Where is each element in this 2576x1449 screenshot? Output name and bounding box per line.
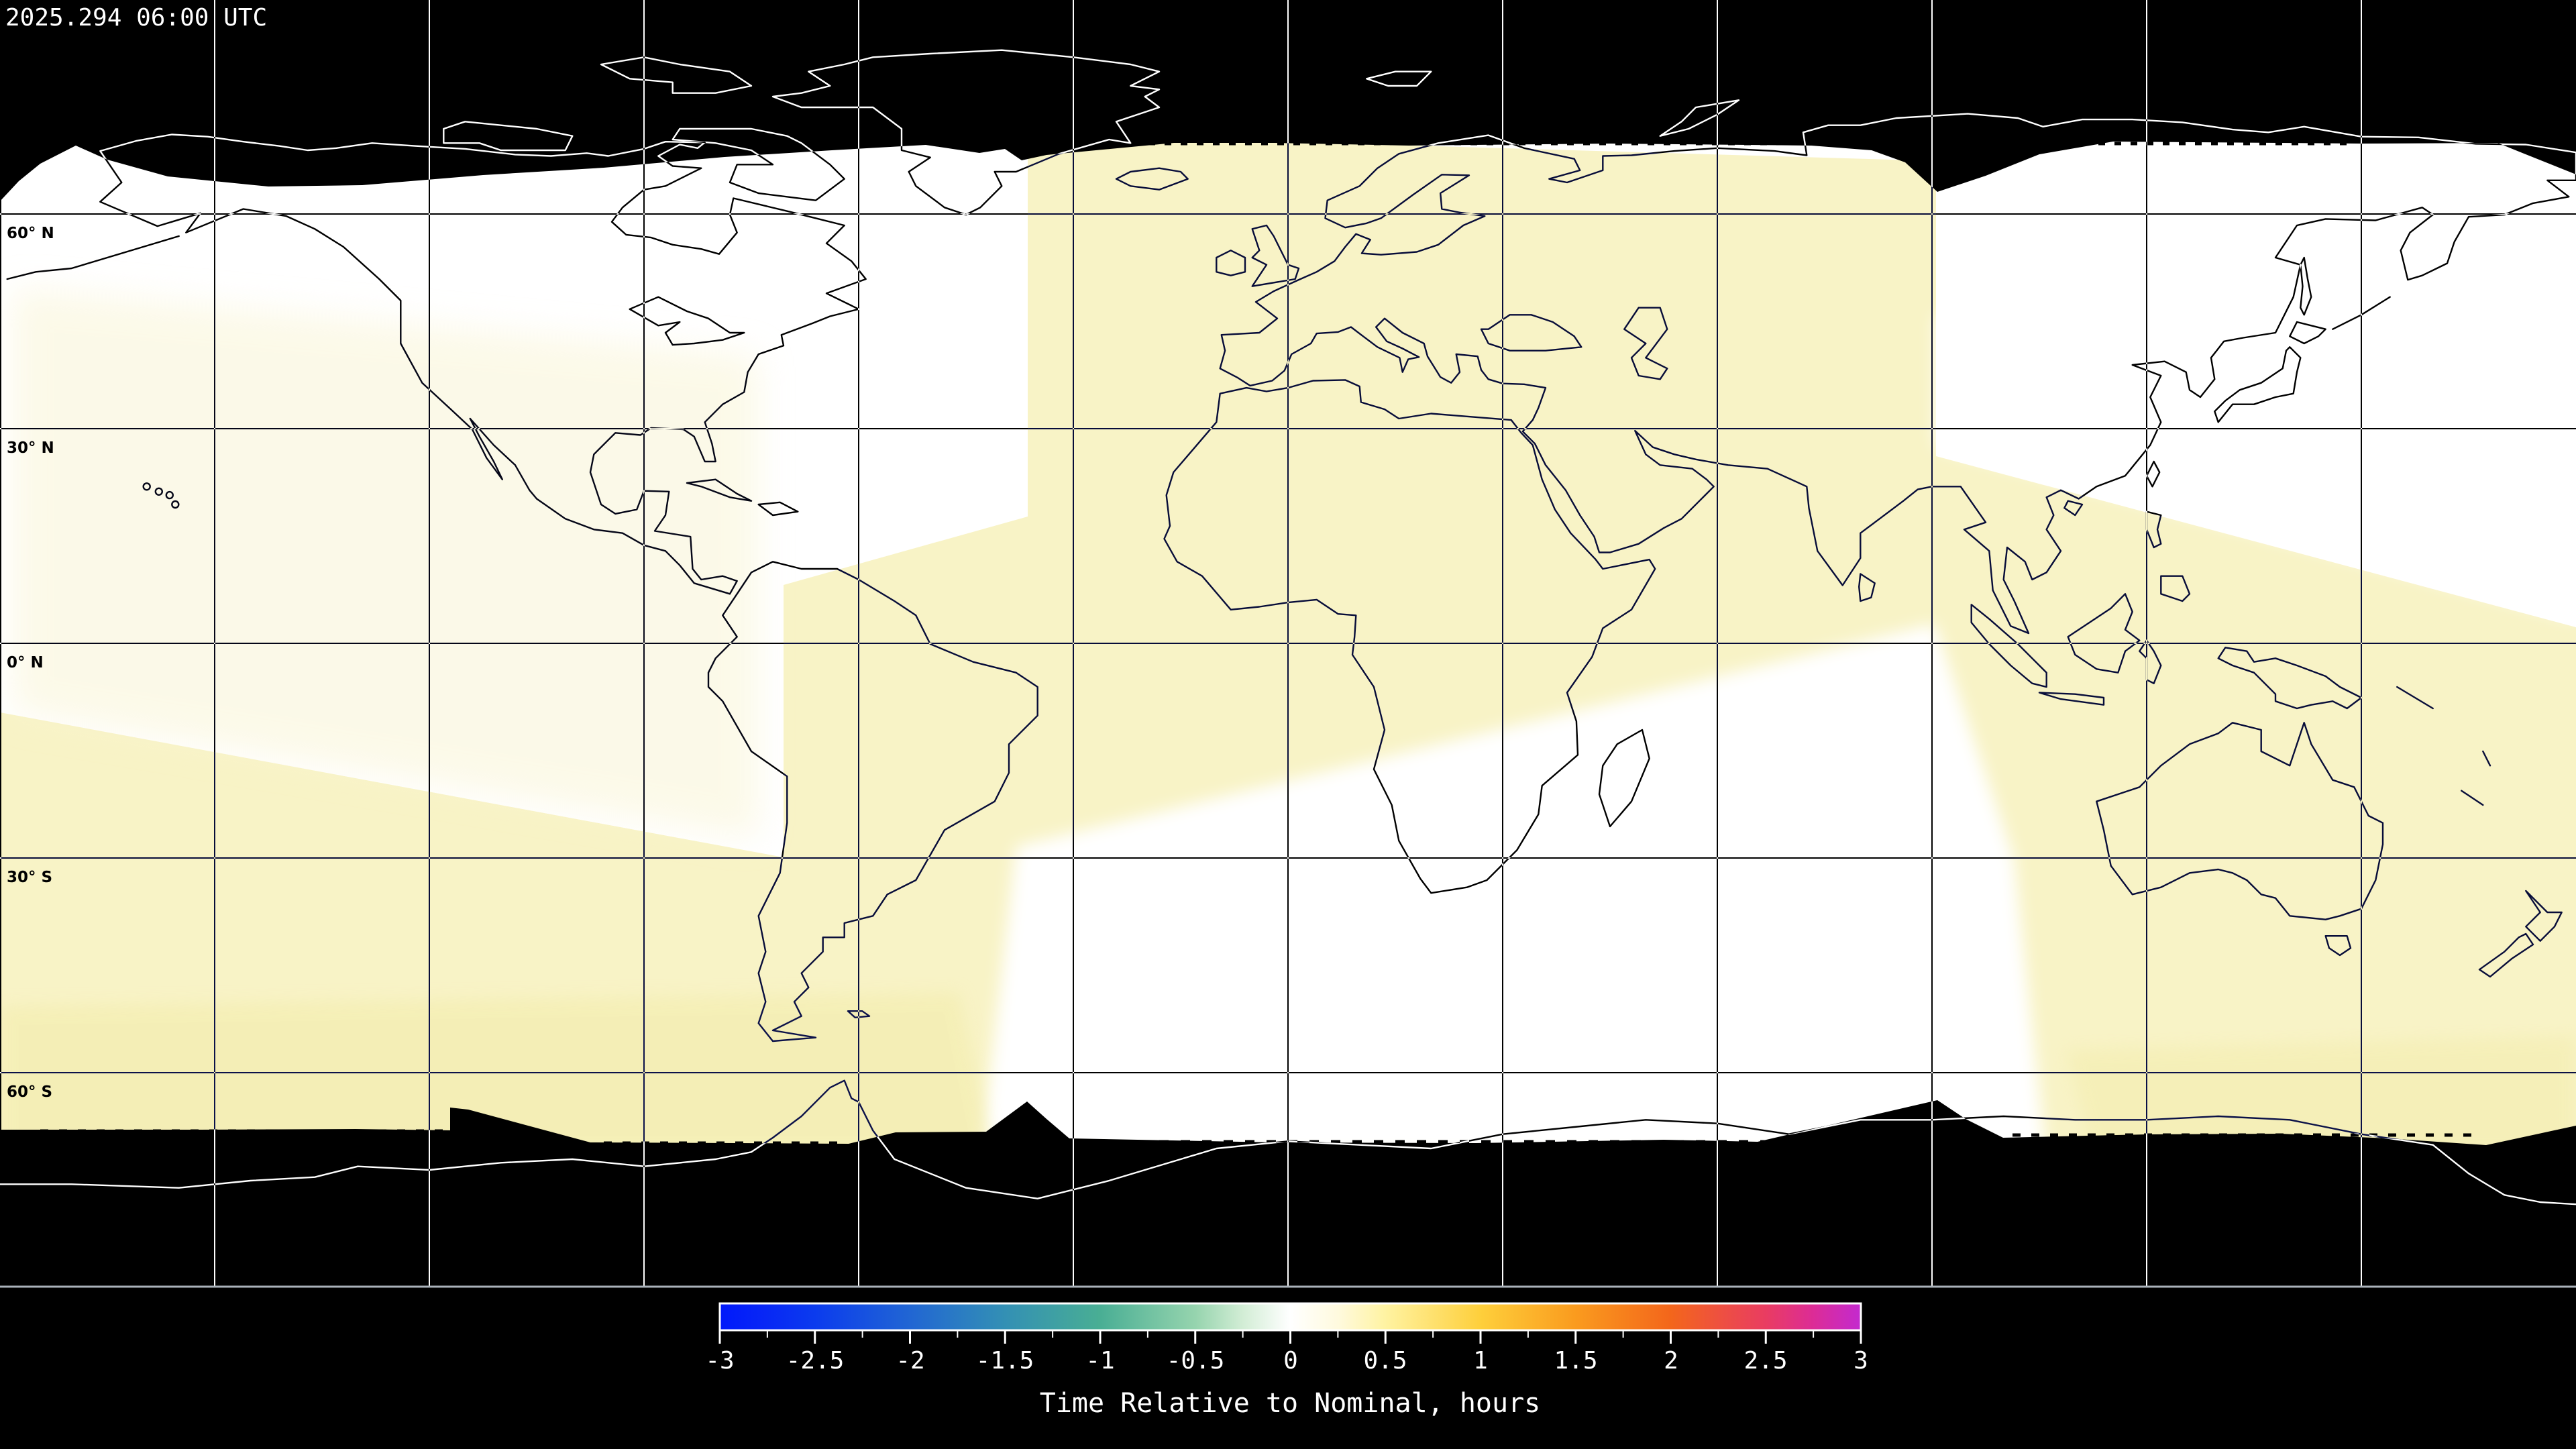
swath-faint-cream-east-pacific	[13, 288, 758, 839]
tick-label: -1	[1085, 1347, 1114, 1375]
timestamp-label: 2025.294 06:00 UTC	[5, 4, 267, 32]
coastline	[686, 478, 753, 502]
tick-label: -0.5	[1167, 1347, 1225, 1375]
coastline	[2139, 639, 2162, 684]
coastline	[1598, 729, 1650, 828]
swath-soft-white-south-atlantic	[981, 624, 2046, 1155]
coastline	[2145, 511, 2162, 549]
island-dot	[142, 482, 151, 491]
coastline	[2461, 790, 2484, 806]
lat-label-30s: 30° S	[7, 869, 52, 886]
tick-label: 3	[1854, 1347, 1868, 1375]
coastline	[2160, 575, 2191, 602]
lat-label-60s: 60° S	[7, 1083, 52, 1101]
coastline	[707, 561, 1038, 1042]
coastline	[1366, 70, 1432, 87]
coastline	[2300, 256, 2312, 316]
coastline	[600, 56, 753, 94]
coastline	[1115, 167, 1189, 191]
tick-label: 0	[1283, 1347, 1298, 1375]
coastline	[1163, 379, 1656, 894]
coastline	[1623, 307, 1668, 380]
coastline	[2289, 321, 2326, 345]
colorbar-ticks	[718, 1330, 1862, 1344]
coastline	[2332, 296, 2391, 330]
colorbar-title: Time Relative to Nominal, hours	[1040, 1388, 1541, 1419]
coastline	[2324, 934, 2352, 957]
tick-label: 1	[1473, 1347, 1488, 1375]
coastline	[1970, 604, 2047, 688]
latitude-labels: 60° N 30° N 0° N 30° S 60° S	[7, 225, 54, 1101]
tick-label: -2	[896, 1347, 924, 1375]
coastline	[771, 49, 1161, 216]
swath-deep-cream-southwest	[0, 993, 993, 1155]
lat-label-30n: 30° N	[7, 439, 54, 457]
coastline	[1251, 224, 1300, 287]
coastline	[0, 1079, 2576, 1205]
colorbar: -3 -2.5 -2 -1.5 -1 -0.5 0 0.5 1 1.5 2 2.…	[705, 1302, 1868, 1419]
lat-label-60n: 60° N	[7, 225, 54, 242]
island-dot	[171, 500, 180, 509]
colorbar-tick-labels: -3 -2.5 -2 -1.5 -1 -0.5 0 0.5 1 1.5 2 2.…	[705, 1347, 1868, 1375]
coastline	[757, 501, 799, 517]
coastlines	[0, 49, 2576, 1205]
coastline	[6, 235, 180, 280]
coastline	[1219, 113, 2576, 635]
coastline	[443, 121, 574, 152]
swath-soft-white-nw-pacific	[1936, 315, 2576, 619]
tick-label: 1.5	[1554, 1347, 1597, 1375]
tick-label: -1.5	[976, 1347, 1034, 1375]
coastline	[2396, 686, 2434, 710]
tick-label: -2.5	[786, 1347, 845, 1375]
colorbar-gradient-bar	[718, 1302, 1862, 1332]
coastline	[2063, 500, 2084, 517]
lat-label-0n: 0° N	[7, 654, 44, 672]
coastline	[2067, 593, 2141, 674]
tick-label: 2.5	[1743, 1347, 1787, 1375]
coastline	[2096, 722, 2384, 920]
coastline	[99, 133, 867, 595]
graticule	[0, 0, 2576, 1287]
coastline	[1480, 314, 1582, 352]
tick-label: -3	[705, 1347, 734, 1375]
island-dot	[154, 487, 164, 496]
coastline	[2145, 460, 2161, 488]
coastline	[672, 127, 845, 201]
coastline	[1858, 573, 1876, 602]
coastline	[2482, 750, 2491, 767]
island-dot	[165, 490, 174, 500]
coastline	[1659, 99, 1740, 137]
swath-deep-cream-southeast	[2066, 1036, 2576, 1155]
coastline	[629, 296, 745, 346]
tick-label: 0.5	[1363, 1347, 1407, 1375]
coastline	[2214, 346, 2302, 423]
coastline	[847, 1010, 871, 1019]
coastline	[2217, 647, 2363, 710]
coastline	[2525, 890, 2563, 942]
coastline	[2478, 932, 2534, 978]
coastline	[2038, 692, 2105, 706]
tick-label: 2	[1664, 1347, 1678, 1375]
coastline	[1216, 250, 1246, 276]
